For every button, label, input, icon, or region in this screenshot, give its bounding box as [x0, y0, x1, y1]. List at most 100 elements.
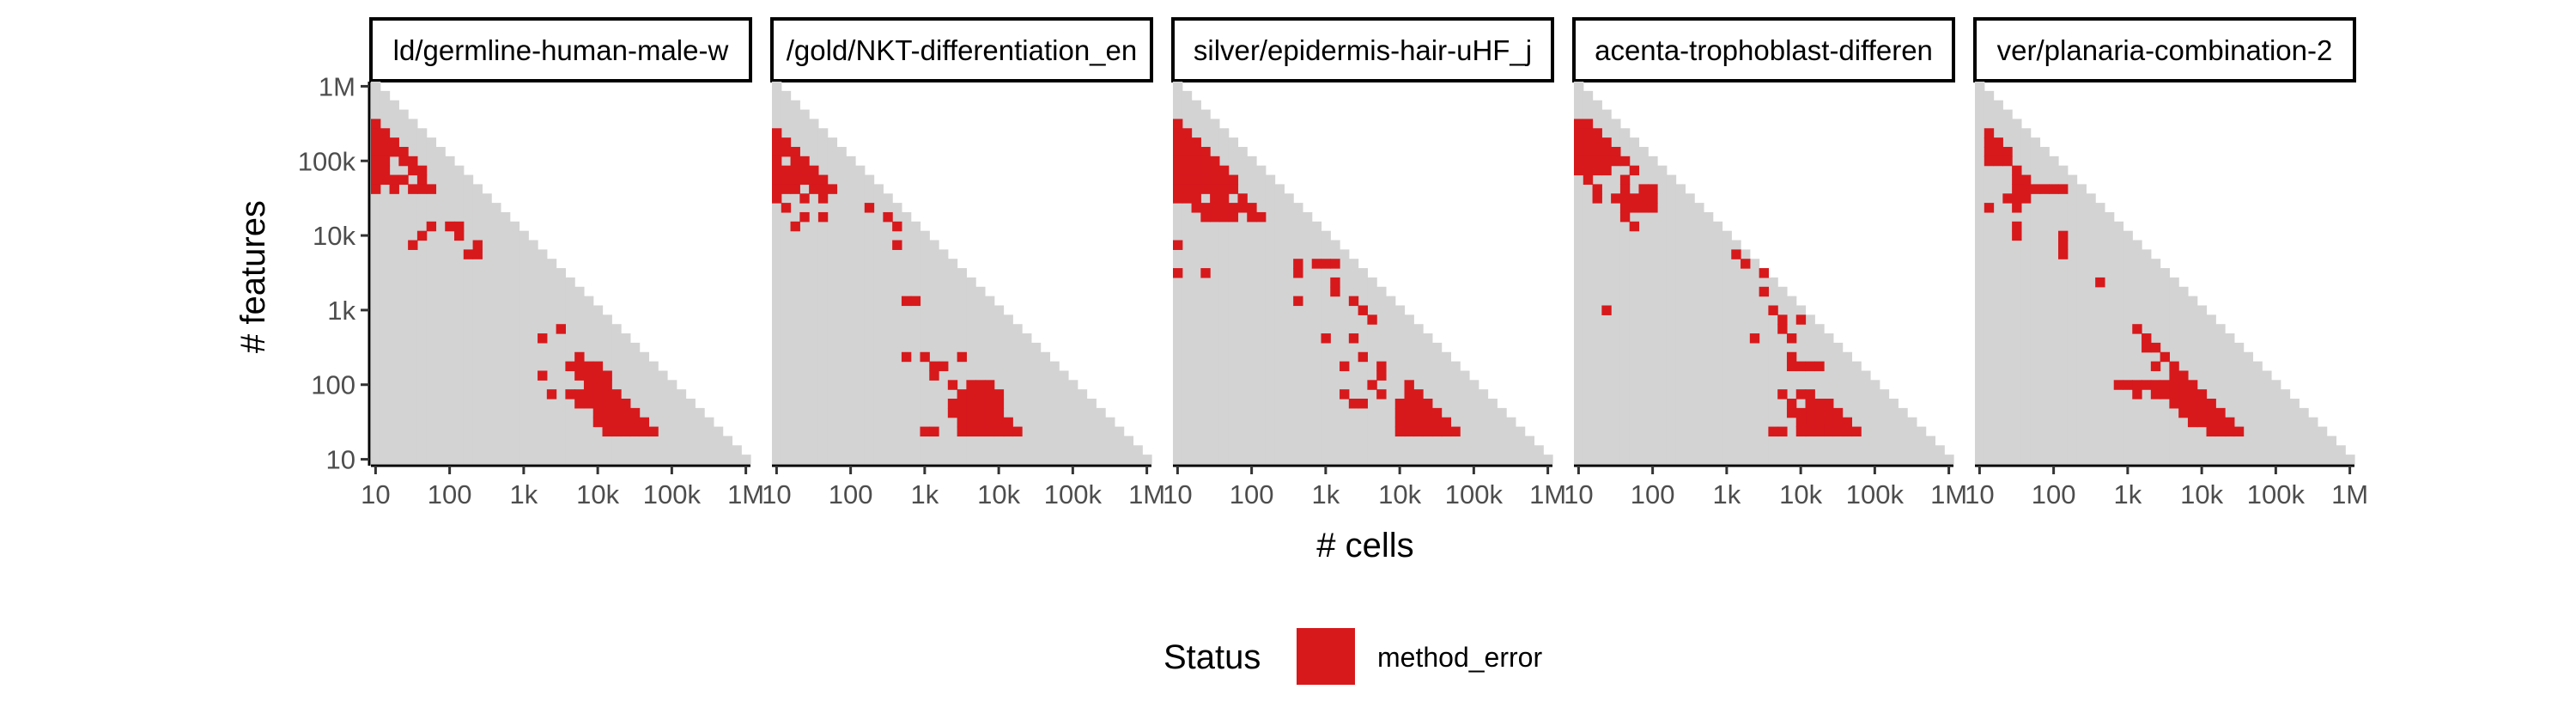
cell-method-error	[2113, 380, 2124, 390]
cell-method-error	[1768, 426, 1778, 437]
cell-method-error	[1619, 174, 1631, 185]
cell-method-error	[1814, 407, 1825, 418]
cell-method-error	[1795, 314, 1807, 325]
cell-method-error	[957, 417, 967, 428]
cell-method-error	[817, 174, 829, 185]
cell-method-error	[790, 165, 800, 176]
cell-method-error	[1173, 137, 1183, 148]
cell-method-error	[957, 399, 967, 409]
cell-method-error	[781, 174, 792, 185]
cell-method-error	[2012, 230, 2022, 241]
cell-method-error	[1629, 193, 1640, 204]
cell-method-error	[1777, 324, 1788, 334]
background-column	[855, 165, 866, 464]
cell-method-error	[1832, 407, 1844, 418]
cell-method-error	[1293, 268, 1303, 278]
cell-method-error	[1777, 426, 1788, 437]
cell-method-error	[1795, 426, 1807, 437]
background-column	[1077, 389, 1088, 464]
cell-method-error	[975, 389, 986, 400]
cell-method-error	[2169, 380, 2179, 390]
cell-method-error	[538, 370, 548, 381]
cell-method-error	[910, 296, 921, 307]
cell-method-error	[1592, 128, 1602, 138]
cell-method-error	[799, 174, 810, 185]
cell-method-error	[2196, 389, 2208, 400]
cell-method-error	[1601, 146, 1612, 157]
cell-method-error	[583, 389, 594, 400]
cell-method-error	[920, 426, 930, 437]
background-column	[546, 259, 557, 464]
cell-method-error	[1173, 184, 1183, 194]
cell-method-error	[1191, 203, 1201, 213]
cell-method-error	[1592, 137, 1602, 148]
cell-method-error	[371, 174, 381, 185]
cell-method-error	[1404, 417, 1414, 428]
cell-method-error	[984, 417, 995, 428]
cell-method-error	[1842, 417, 1853, 428]
cell-method-error	[2206, 399, 2216, 409]
cell-method-error	[2002, 146, 2013, 157]
cell-method-error	[2169, 399, 2179, 409]
cell-method-error	[1601, 305, 1612, 315]
cell-method-error	[1824, 426, 1834, 437]
cell-method-error	[2169, 389, 2179, 400]
background-column	[910, 221, 921, 464]
cell-method-error	[883, 211, 893, 223]
cell-method-error	[371, 184, 381, 194]
cell-method-error	[380, 156, 391, 167]
background-column	[1302, 211, 1313, 464]
background-column	[1441, 351, 1452, 464]
cell-method-error	[1182, 128, 1193, 138]
background-column	[371, 82, 381, 464]
cell-method-error	[2187, 417, 2198, 428]
cell-method-error	[1348, 333, 1359, 344]
x-tick-label: 10k	[576, 479, 619, 509]
cell-method-error	[2030, 184, 2041, 194]
background-column	[901, 211, 912, 464]
background-column	[1460, 370, 1470, 464]
cell-method-error	[602, 389, 612, 400]
cell-method-error	[2150, 389, 2161, 400]
background-column	[1012, 324, 1023, 464]
cell-method-error	[2123, 380, 2133, 390]
cell-method-error	[1993, 146, 2003, 157]
cell-method-error	[1376, 389, 1387, 400]
cell-method-error	[2225, 426, 2235, 437]
background-column	[2187, 296, 2198, 464]
cell-method-error	[621, 407, 631, 418]
cell-method-error	[901, 351, 912, 363]
cell-method-error	[966, 380, 976, 390]
x-tick-label: 1k	[911, 479, 939, 509]
cell-method-error	[1832, 426, 1844, 437]
cell-method-error	[772, 137, 782, 148]
legend-title: Status	[1163, 638, 1261, 676]
background-column	[836, 146, 847, 465]
background-column	[1685, 193, 1695, 465]
x-tick-label: 100	[428, 479, 472, 509]
cell-method-error	[790, 221, 800, 232]
cell-method-error	[781, 203, 792, 213]
cell-method-error	[2049, 184, 2059, 194]
x-tick-label: 1k	[1312, 479, 1340, 509]
cell-method-error	[602, 370, 612, 381]
cell-method-error	[947, 407, 958, 418]
background-column	[1210, 119, 1220, 464]
x-tick-label: 10k	[977, 479, 1020, 509]
background-column	[2299, 407, 2309, 464]
cell-method-error	[1795, 417, 1807, 428]
background-column	[1049, 361, 1060, 464]
cell-method-error	[984, 407, 995, 418]
x-tick-label: 10k	[1779, 479, 1822, 509]
cell-method-error	[1795, 361, 1807, 372]
cell-method-error	[454, 230, 465, 241]
cell-method-error	[1003, 426, 1013, 437]
cell-method-error	[1210, 174, 1220, 185]
background-column	[2058, 165, 2069, 464]
background-column	[398, 109, 409, 464]
background-column	[1675, 184, 1686, 464]
cell-method-error	[1777, 389, 1788, 400]
cell-method-error	[799, 165, 810, 176]
background-column	[1731, 240, 1741, 464]
x-tick-label: 10	[762, 479, 791, 509]
